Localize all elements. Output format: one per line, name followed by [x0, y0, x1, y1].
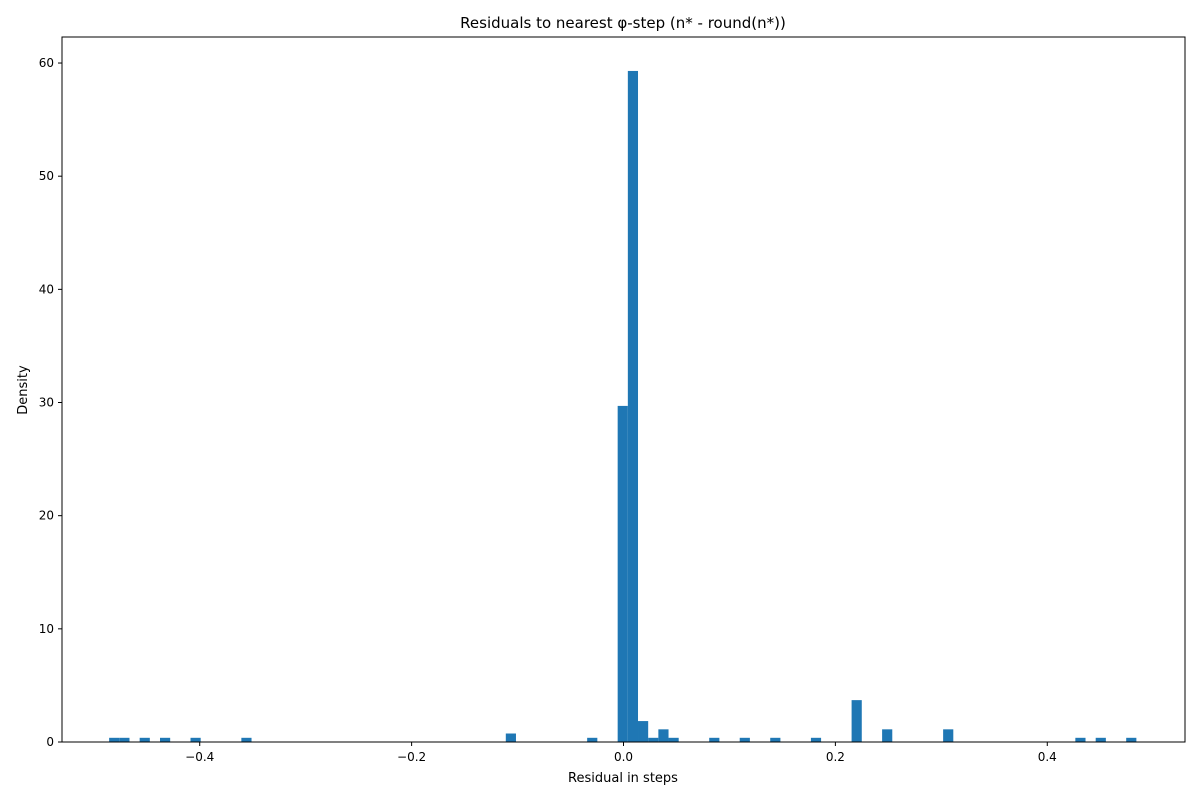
y-axis-ticks: 0 10 20 30 40 50 60 [39, 56, 62, 749]
histogram-bar [658, 729, 669, 742]
x-tick-label: −0.4 [185, 750, 214, 764]
y-tick-label: 0 [46, 735, 54, 749]
chart-title: Residuals to nearest φ-step (n* - round(… [460, 14, 786, 32]
histogram-bar [587, 737, 598, 742]
histogram-bar [119, 737, 130, 742]
x-tick-label: 0.2 [826, 750, 845, 764]
x-tick-label: 0.4 [1038, 750, 1057, 764]
histogram-bar [109, 737, 120, 742]
histogram-bar [770, 737, 781, 742]
y-tick-label: 20 [39, 509, 54, 523]
x-tick-label: 0.0 [614, 750, 633, 764]
y-tick-label: 10 [39, 622, 54, 636]
y-tick-label: 30 [39, 396, 54, 410]
histogram-bar [709, 737, 720, 742]
histogram-bar [617, 405, 628, 742]
histogram-bar [943, 729, 954, 742]
histogram-bar [1126, 737, 1137, 742]
histogram-bar [160, 737, 171, 742]
x-axis-label: Residual in steps [568, 771, 678, 786]
histogram-bar [668, 737, 679, 742]
histogram-bar [627, 70, 639, 742]
histogram-bar [139, 737, 150, 742]
histogram-bar [241, 737, 252, 742]
histogram-bar [648, 737, 659, 742]
y-axis-label: Density [16, 365, 31, 415]
histogram-bar [505, 733, 516, 742]
y-tick-label: 40 [39, 282, 54, 296]
y-tick-label: 50 [39, 169, 54, 183]
histogram-bar [638, 721, 649, 742]
y-tick-label: 60 [39, 56, 54, 70]
histogram-bar [882, 729, 893, 742]
histogram-bar [851, 700, 862, 742]
histogram-bar [739, 737, 750, 742]
histogram-bars [109, 70, 1137, 742]
histogram-bar [1095, 737, 1106, 742]
histogram-bar [190, 737, 201, 742]
histogram-bar [1075, 737, 1086, 742]
x-tick-label: −0.2 [397, 750, 426, 764]
x-axis-ticks: −0.4 −0.2 0.0 0.2 0.4 [185, 742, 1057, 764]
histogram-bar [810, 737, 822, 742]
